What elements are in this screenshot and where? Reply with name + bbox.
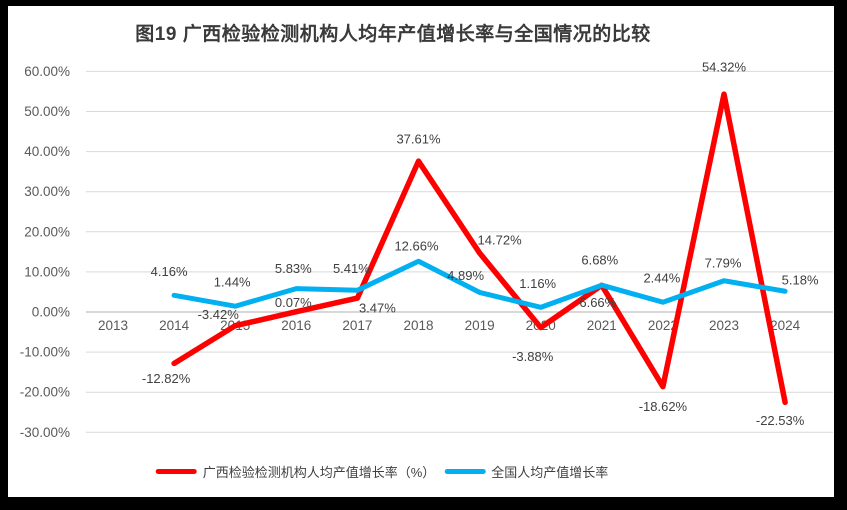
data-label: 4.16% <box>151 264 188 279</box>
x-axis-tick-label: 2023 <box>709 318 739 333</box>
x-axis-tick-label: 2016 <box>281 318 311 333</box>
y-axis-tick-label: -10.00% <box>20 345 70 360</box>
series-line-1 <box>171 91 788 406</box>
y-axis-tick-label: -20.00% <box>20 385 70 400</box>
y-axis-tick-label: 20.00% <box>24 224 70 239</box>
y-axis-tick-label: 60.00% <box>24 64 70 79</box>
data-label: 0.07% <box>275 295 312 310</box>
data-label: 54.32% <box>702 60 747 75</box>
data-label: 12.66% <box>394 239 439 254</box>
data-label: 1.16% <box>519 276 556 291</box>
legend-item: 广西检验检测机构人均产值增长率（%） <box>155 462 436 481</box>
chart-title: 图19 广西检验检测机构人均年产值增长率与全国情况的比较 <box>135 24 651 45</box>
y-axis-tick-label: 50.00% <box>24 104 70 119</box>
y-axis-tick-label: 10.00% <box>24 264 70 279</box>
y-axis-tick-label: 40.00% <box>24 144 70 159</box>
data-label: 7.79% <box>705 255 742 270</box>
x-axis-tick-label: 2013 <box>98 318 128 333</box>
data-label: 5.18% <box>782 273 819 288</box>
plot-area: 60.00% 50.00% 40.00% 30.00% 20.00% 10.00% 0.00… <box>20 60 833 440</box>
data-label: -3.42% <box>198 307 240 322</box>
data-label: 4.89% <box>447 268 484 283</box>
x-axis-tick-label: 2017 <box>342 318 372 333</box>
data-label: 6.66% <box>579 295 616 310</box>
chart-area: 图19 广西检验检测机构人均年产值增长率与全国情况的比较 60.00% 50.00… <box>8 6 834 497</box>
data-label: -12.82% <box>142 371 191 386</box>
data-label: 5.83% <box>275 261 312 276</box>
x-axis-tick-label: 2019 <box>465 318 495 333</box>
x-axis-tick-label: 2014 <box>159 318 190 333</box>
x-axis-tick-label: 2021 <box>587 318 617 333</box>
legend-label: 广西检验检测机构人均产值增长率（%） <box>202 465 436 480</box>
x-axis-tick-label: 2024 <box>770 318 801 333</box>
data-label: 5.41% <box>333 261 370 276</box>
data-label: 6.68% <box>581 253 618 268</box>
data-label: 1.44% <box>214 275 251 290</box>
data-label: -18.62% <box>639 399 688 414</box>
legend-item: 全国人均产值增长率 <box>444 462 608 481</box>
data-label: -3.88% <box>512 349 554 364</box>
legend-swatch <box>155 469 197 474</box>
data-label: 37.61% <box>396 132 441 147</box>
data-label: 3.47% <box>359 301 396 316</box>
chart-legend: 广西检验检测机构人均产值增长率（%） 全国人均产值增长率 <box>155 462 608 481</box>
legend-swatch <box>444 469 486 474</box>
y-axis-tick-label: 0.00% <box>32 305 70 320</box>
series-line-2 <box>171 258 788 310</box>
x-axis-tick-label: 2022 <box>648 318 678 333</box>
data-label: 2.44% <box>643 271 680 286</box>
y-axis-tick-label: -30.00% <box>20 425 70 440</box>
y-axis-tick-label: 30.00% <box>24 184 70 199</box>
data-label: 14.72% <box>478 232 523 247</box>
legend-label: 全国人均产值增长率 <box>491 465 609 480</box>
x-axis-tick-label: 2018 <box>403 318 433 333</box>
data-label: -22.53% <box>756 413 805 428</box>
